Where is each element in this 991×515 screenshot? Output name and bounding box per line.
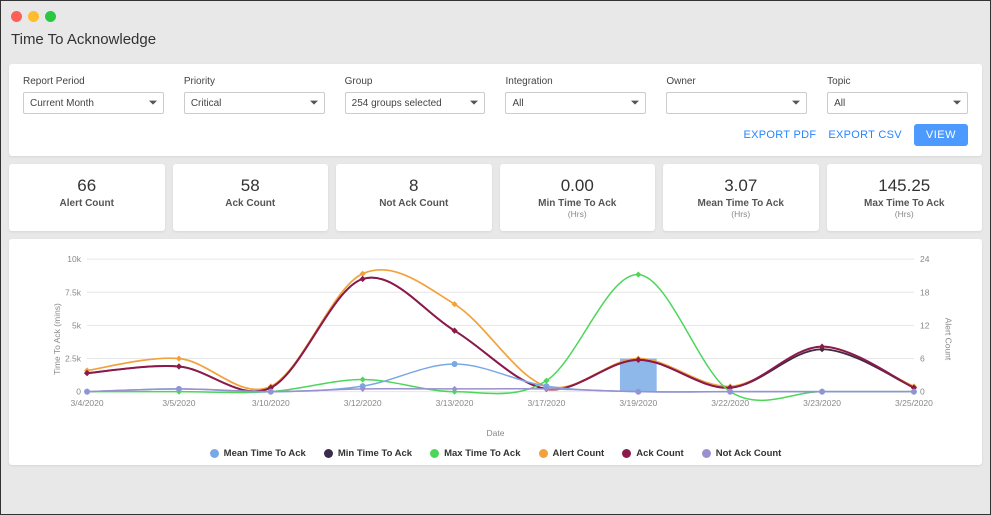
stat-card: 145.25 Max Time To Ack(Hrs) <box>827 164 983 231</box>
svg-text:18: 18 <box>920 287 930 297</box>
stat-card: 58 Ack Count <box>173 164 329 231</box>
export-csv-button[interactable]: EXPORT CSV <box>828 129 902 141</box>
integration-label: Integration <box>505 76 646 87</box>
legend-item: Alert Count <box>539 448 605 459</box>
filters-panel: Report Period Current Month Priority Cri… <box>9 64 982 156</box>
owner-select[interactable] <box>666 92 807 114</box>
svg-text:10k: 10k <box>67 254 81 264</box>
svg-text:12: 12 <box>920 320 930 330</box>
svg-text:6: 6 <box>920 354 925 364</box>
legend-item: Not Ack Count <box>702 448 782 459</box>
stat-card: 3.07 Mean Time To Ack(Hrs) <box>663 164 819 231</box>
legend-item: Ack Count <box>622 448 684 459</box>
group-label: Group <box>345 76 486 87</box>
stat-label: Alert Count <box>17 198 157 209</box>
report-period-value: Current Month <box>30 98 94 109</box>
svg-text:3/17/2020: 3/17/2020 <box>527 398 565 408</box>
stat-sub: (Hrs) <box>671 209 811 219</box>
svg-text:0: 0 <box>920 387 925 397</box>
stat-sub: (Hrs) <box>508 209 648 219</box>
legend-swatch-icon <box>539 449 548 458</box>
topic-label: Topic <box>827 76 968 87</box>
svg-text:2.5k: 2.5k <box>65 354 82 364</box>
svg-text:3/22/2020: 3/22/2020 <box>711 398 749 408</box>
stat-value: 0.00 <box>508 176 648 196</box>
chart-panel: Time To Ack (mins) Alert Count 0 2.5k 5k 7.… <box>9 239 982 465</box>
integration-value: All <box>512 98 523 109</box>
stat-label: Max Time To Ack <box>835 198 975 209</box>
svg-text:3/10/2020: 3/10/2020 <box>252 398 290 408</box>
y-axis-right-label: Alert Count <box>944 317 954 360</box>
stat-value: 8 <box>344 176 484 196</box>
stat-label: Not Ack Count <box>344 198 484 209</box>
page-title: Time To Acknowledge <box>1 31 990 56</box>
stats-row: 66 Alert Count 58 Ack Count 8 Not Ack Count 0.… <box>9 164 982 231</box>
chart-legend: Mean Time To Ack Min Time To Ack Max Time … <box>23 448 968 459</box>
legend-label: Not Ack Count <box>716 448 782 459</box>
legend-label: Alert Count <box>553 448 605 459</box>
integration-select[interactable]: All <box>505 92 646 114</box>
chart-plot: 02.5k5k7.5k10k061218243/4/20203/5/20203/… <box>69 255 932 408</box>
svg-text:3/23/2020: 3/23/2020 <box>803 398 841 408</box>
svg-text:7.5k: 7.5k <box>65 287 82 297</box>
svg-text:3/19/2020: 3/19/2020 <box>619 398 657 408</box>
stat-card: 0.00 Min Time To Ack(Hrs) <box>500 164 656 231</box>
close-icon[interactable] <box>11 11 22 22</box>
stat-card: 66 Alert Count <box>9 164 165 231</box>
report-period-select[interactable]: Current Month <box>23 92 164 114</box>
window-titlebar <box>1 1 990 31</box>
stat-value: 66 <box>17 176 157 196</box>
svg-text:3/13/2020: 3/13/2020 <box>436 398 474 408</box>
topic-value: All <box>834 98 845 109</box>
stat-value: 145.25 <box>835 176 975 196</box>
svg-text:3/5/2020: 3/5/2020 <box>162 398 195 408</box>
svg-text:5k: 5k <box>72 320 82 330</box>
group-value: 254 groups selected <box>352 98 442 109</box>
stat-label: Ack Count <box>181 198 321 209</box>
legend-label: Max Time To Ack <box>444 448 520 459</box>
stat-label: Mean Time To Ack <box>671 198 811 209</box>
stat-label: Min Time To Ack <box>508 198 648 209</box>
legend-item: Mean Time To Ack <box>210 448 306 459</box>
stat-card: 8 Not Ack Count <box>336 164 492 231</box>
svg-text:3/25/2020: 3/25/2020 <box>895 398 933 408</box>
legend-swatch-icon <box>702 449 711 458</box>
legend-swatch-icon <box>430 449 439 458</box>
priority-label: Priority <box>184 76 325 87</box>
view-button[interactable]: VIEW <box>914 124 968 146</box>
svg-text:24: 24 <box>920 254 930 264</box>
y-axis-left-label: Time To Ack (mins) <box>52 303 62 375</box>
svg-text:0: 0 <box>76 387 81 397</box>
legend-label: Min Time To Ack <box>338 448 412 459</box>
owner-label: Owner <box>666 76 807 87</box>
x-axis-label: Date <box>23 428 968 438</box>
export-pdf-button[interactable]: EXPORT PDF <box>743 129 816 141</box>
priority-select[interactable]: Critical <box>184 92 325 114</box>
legend-label: Mean Time To Ack <box>224 448 306 459</box>
priority-value: Critical <box>191 98 222 109</box>
legend-item: Max Time To Ack <box>430 448 520 459</box>
legend-swatch-icon <box>210 449 219 458</box>
topic-select[interactable]: All <box>827 92 968 114</box>
maximize-icon[interactable] <box>45 11 56 22</box>
minimize-icon[interactable] <box>28 11 39 22</box>
legend-item: Min Time To Ack <box>324 448 412 459</box>
stat-value: 58 <box>181 176 321 196</box>
legend-label: Ack Count <box>636 448 684 459</box>
legend-swatch-icon <box>622 449 631 458</box>
stat-value: 3.07 <box>671 176 811 196</box>
legend-swatch-icon <box>324 449 333 458</box>
group-select[interactable]: 254 groups selected <box>345 92 486 114</box>
svg-text:3/12/2020: 3/12/2020 <box>344 398 382 408</box>
stat-sub: (Hrs) <box>835 209 975 219</box>
svg-text:3/4/2020: 3/4/2020 <box>70 398 103 408</box>
report-period-label: Report Period <box>23 76 164 87</box>
